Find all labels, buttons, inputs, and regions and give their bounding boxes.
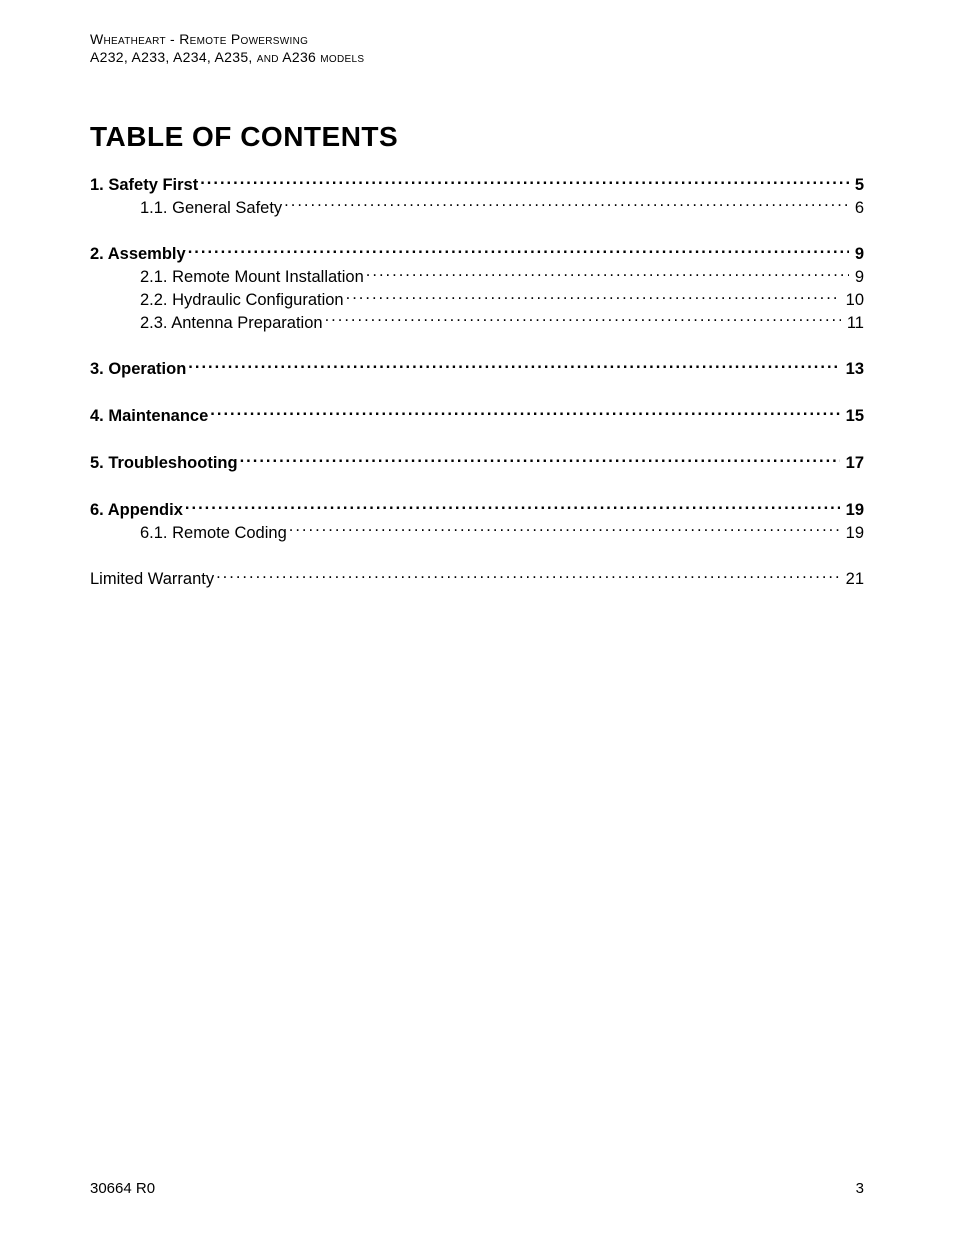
toc-leader-dots <box>325 311 841 328</box>
toc-section-row: 2. Assembly 9 <box>90 243 864 266</box>
toc-sub-page: 19 <box>842 522 864 544</box>
toc-sub-page: 11 <box>843 312 864 334</box>
toc-group: 6. Appendix 19 6.1. Remote Coding 19 <box>90 498 864 544</box>
toc-section-row: 1. Safety First 5 <box>90 173 864 196</box>
toc-leader-dots <box>216 568 840 585</box>
toc-section-row: 5. Troubleshooting 17 <box>90 452 864 475</box>
document-page: Wheatheart - Remote Powerswing A232, A23… <box>0 0 954 1235</box>
toc-plain-row: Limited Warranty 21 <box>90 568 864 591</box>
toc-plain-page: 21 <box>842 568 864 590</box>
page-header: Wheatheart - Remote Powerswing A232, A23… <box>90 30 864 66</box>
toc-sub-row: 2.1. Remote Mount Installation 9 <box>90 266 864 289</box>
toc-section-label: 4. Maintenance <box>90 405 208 427</box>
toc-sub-label: 2.3. Antenna Preparation <box>140 312 323 334</box>
table-of-contents: 1. Safety First 5 1.1. General Safety 6 … <box>90 173 864 590</box>
footer-page-number: 3 <box>856 1180 864 1197</box>
toc-leader-dots <box>188 243 849 260</box>
toc-section-label: 1. Safety First <box>90 174 198 196</box>
toc-leader-dots <box>284 196 849 213</box>
toc-section-row: 4. Maintenance 15 <box>90 405 864 428</box>
toc-section-page: 9 <box>851 243 864 265</box>
toc-group: Limited Warranty 21 <box>90 568 864 591</box>
toc-leader-dots <box>200 173 849 190</box>
toc-section-page: 15 <box>842 405 864 427</box>
toc-section-label: 6. Appendix <box>90 499 183 521</box>
toc-leader-dots <box>188 358 839 375</box>
toc-leader-dots <box>366 266 849 283</box>
header-line-2: A232, A233, A234, A235, and A236 models <box>90 48 864 66</box>
toc-group: 3. Operation 13 <box>90 358 864 381</box>
toc-section-label: 3. Operation <box>90 358 186 380</box>
toc-title: TABLE OF CONTENTS <box>90 121 864 153</box>
toc-group: 2. Assembly 9 2.1. Remote Mount Installa… <box>90 243 864 334</box>
toc-sub-page: 10 <box>842 289 864 311</box>
toc-sub-page: 6 <box>851 197 864 219</box>
toc-section-row: 6. Appendix 19 <box>90 498 864 521</box>
toc-sub-row: 6.1. Remote Coding 19 <box>90 521 864 544</box>
toc-plain-label: Limited Warranty <box>90 568 214 590</box>
toc-leader-dots <box>289 521 840 538</box>
toc-section-page: 5 <box>851 174 864 196</box>
toc-sub-row: 2.3. Antenna Preparation 11 <box>90 311 864 334</box>
toc-sub-page: 9 <box>851 266 864 288</box>
toc-section-row: 3. Operation 13 <box>90 358 864 381</box>
toc-section-page: 13 <box>842 358 864 380</box>
toc-section-label: 5. Troubleshooting <box>90 452 238 474</box>
toc-section-page: 19 <box>842 499 864 521</box>
toc-group: 1. Safety First 5 1.1. General Safety 6 <box>90 173 864 219</box>
toc-sub-label: 2.2. Hydraulic Configuration <box>140 289 344 311</box>
toc-sub-row: 2.2. Hydraulic Configuration 10 <box>90 288 864 311</box>
toc-leader-dots <box>346 288 840 305</box>
toc-section-label: 2. Assembly <box>90 243 186 265</box>
toc-leader-dots <box>210 405 839 422</box>
toc-sub-label: 1.1. General Safety <box>140 197 282 219</box>
page-footer: 30664 R0 3 <box>90 1180 864 1197</box>
toc-sub-label: 6.1. Remote Coding <box>140 522 287 544</box>
footer-doc-id: 30664 R0 <box>90 1180 155 1197</box>
toc-sub-row: 1.1. General Safety 6 <box>90 196 864 219</box>
toc-group: 5. Troubleshooting 17 <box>90 452 864 475</box>
toc-section-page: 17 <box>842 452 864 474</box>
toc-group: 4. Maintenance 15 <box>90 405 864 428</box>
toc-sub-label: 2.1. Remote Mount Installation <box>140 266 364 288</box>
toc-leader-dots <box>240 452 840 469</box>
header-line-1: Wheatheart - Remote Powerswing <box>90 30 864 48</box>
toc-leader-dots <box>185 498 840 515</box>
